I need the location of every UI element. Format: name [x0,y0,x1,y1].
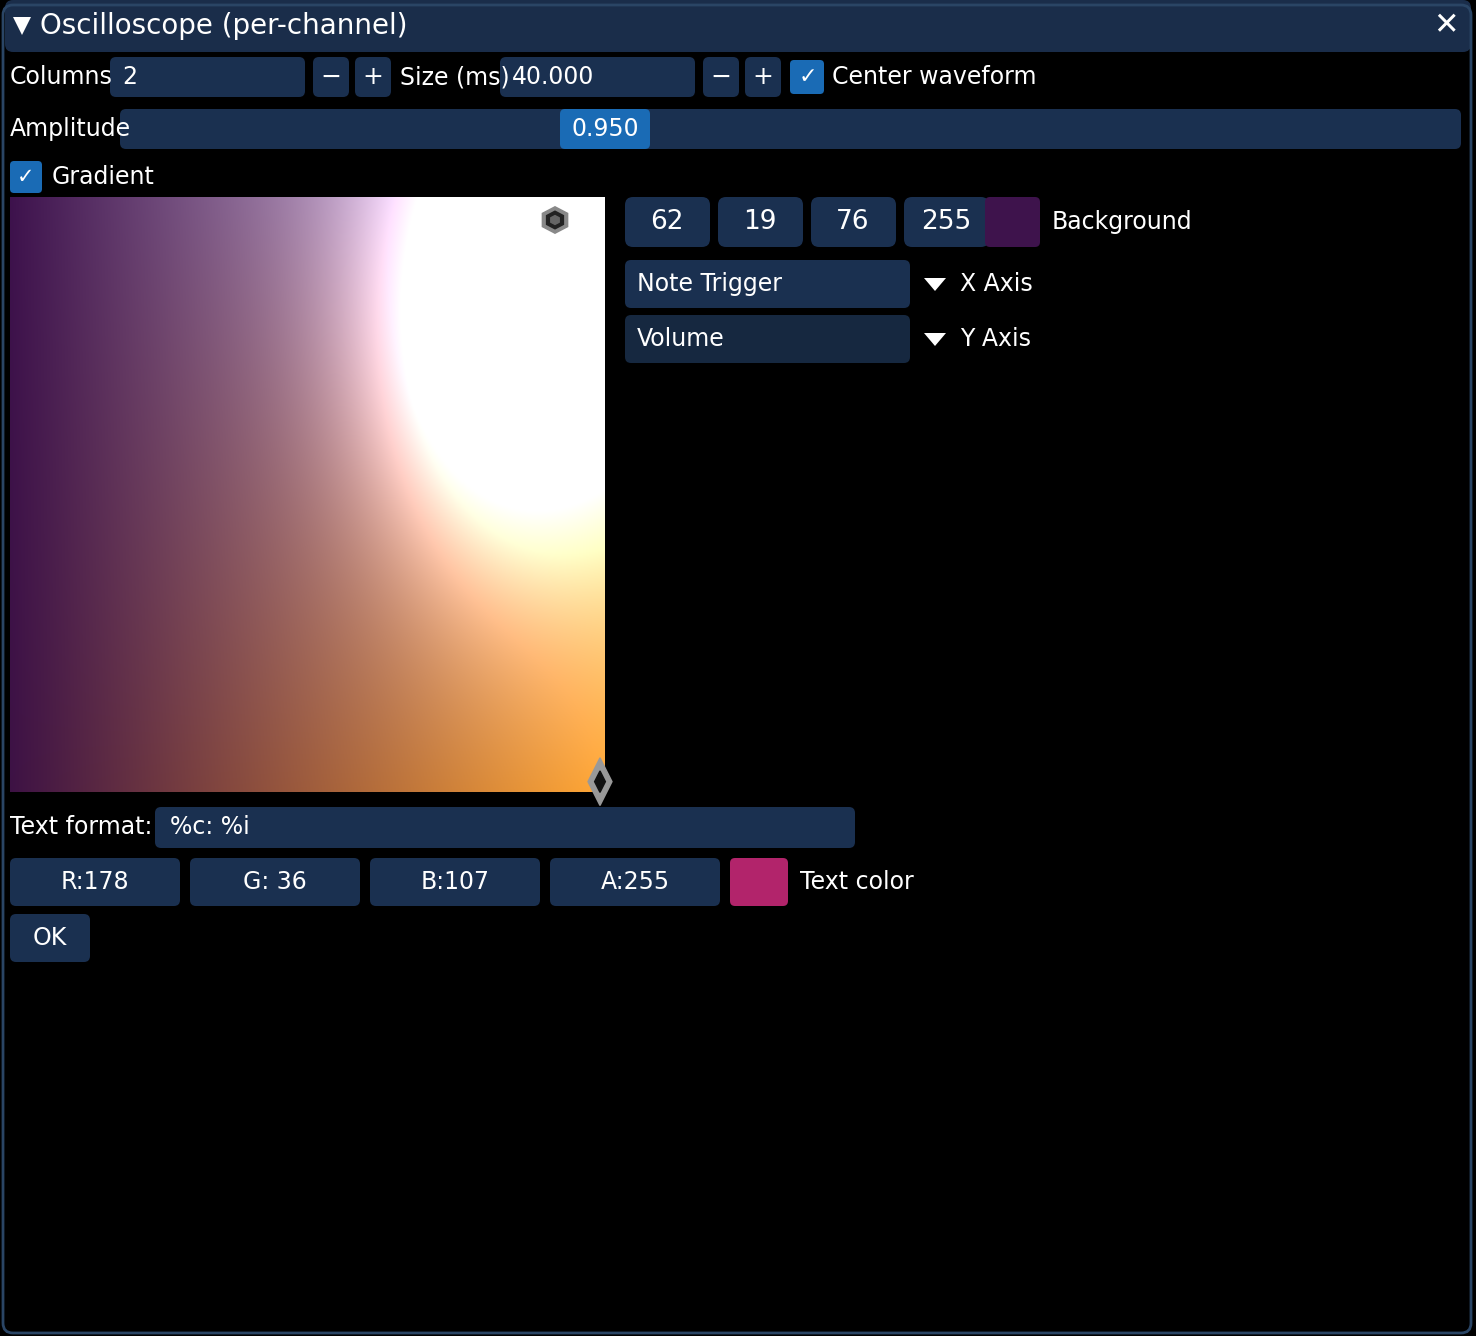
FancyBboxPatch shape [559,110,649,150]
FancyBboxPatch shape [624,261,911,309]
Polygon shape [924,278,946,291]
Text: Oscilloscope (per-channel): Oscilloscope (per-channel) [40,12,407,40]
Text: ✓: ✓ [18,167,35,187]
Text: 0.950: 0.950 [571,118,639,142]
Text: +: + [753,65,773,90]
Text: −: − [710,65,732,90]
FancyBboxPatch shape [111,57,306,98]
Text: 2: 2 [123,65,137,90]
Text: %c: %i: %c: %i [170,815,249,839]
FancyBboxPatch shape [313,57,348,98]
FancyBboxPatch shape [703,57,739,98]
Text: Volume: Volume [638,327,725,351]
FancyBboxPatch shape [731,858,788,906]
FancyBboxPatch shape [790,60,824,94]
Text: Size (ms): Size (ms) [400,65,509,90]
Text: X Axis: X Axis [959,273,1033,297]
FancyBboxPatch shape [624,315,911,363]
Polygon shape [595,771,605,792]
Text: −: − [320,65,341,90]
Text: Text format:: Text format: [10,815,152,839]
Text: Background: Background [1052,210,1193,234]
Text: 40.000: 40.000 [512,65,595,90]
Text: Gradient: Gradient [52,166,155,188]
FancyBboxPatch shape [624,196,710,247]
FancyBboxPatch shape [370,858,540,906]
FancyBboxPatch shape [984,196,1041,247]
FancyBboxPatch shape [10,162,41,192]
Text: 62: 62 [651,208,683,235]
Text: +: + [363,65,384,90]
Text: OK: OK [32,926,68,950]
FancyBboxPatch shape [190,858,360,906]
FancyBboxPatch shape [810,196,896,247]
FancyBboxPatch shape [120,110,1461,150]
Text: 255: 255 [921,208,971,235]
Text: Y Axis: Y Axis [959,327,1032,351]
Text: Columns: Columns [10,65,112,90]
Text: 19: 19 [744,208,776,235]
Text: Text color: Text color [800,870,914,894]
Text: B:107: B:107 [421,870,490,894]
Polygon shape [551,215,559,224]
FancyBboxPatch shape [155,807,855,848]
Text: Center waveform: Center waveform [832,65,1036,90]
FancyBboxPatch shape [903,196,989,247]
FancyBboxPatch shape [500,57,695,98]
FancyBboxPatch shape [4,0,1472,52]
Text: G: 36: G: 36 [244,870,307,894]
Polygon shape [13,17,31,35]
Polygon shape [546,211,564,228]
Text: Amplitude: Amplitude [10,118,131,142]
FancyBboxPatch shape [10,858,180,906]
Polygon shape [924,333,946,346]
FancyBboxPatch shape [356,57,391,98]
Text: ✓: ✓ [799,67,818,87]
Text: Note Trigger: Note Trigger [638,273,782,297]
FancyBboxPatch shape [717,196,803,247]
Text: 76: 76 [837,208,869,235]
Polygon shape [542,207,568,234]
FancyBboxPatch shape [10,914,90,962]
Text: A:255: A:255 [601,870,670,894]
FancyBboxPatch shape [745,57,781,98]
Text: ✕: ✕ [1433,12,1458,40]
Polygon shape [587,758,613,806]
FancyBboxPatch shape [551,858,720,906]
Text: R:178: R:178 [61,870,130,894]
